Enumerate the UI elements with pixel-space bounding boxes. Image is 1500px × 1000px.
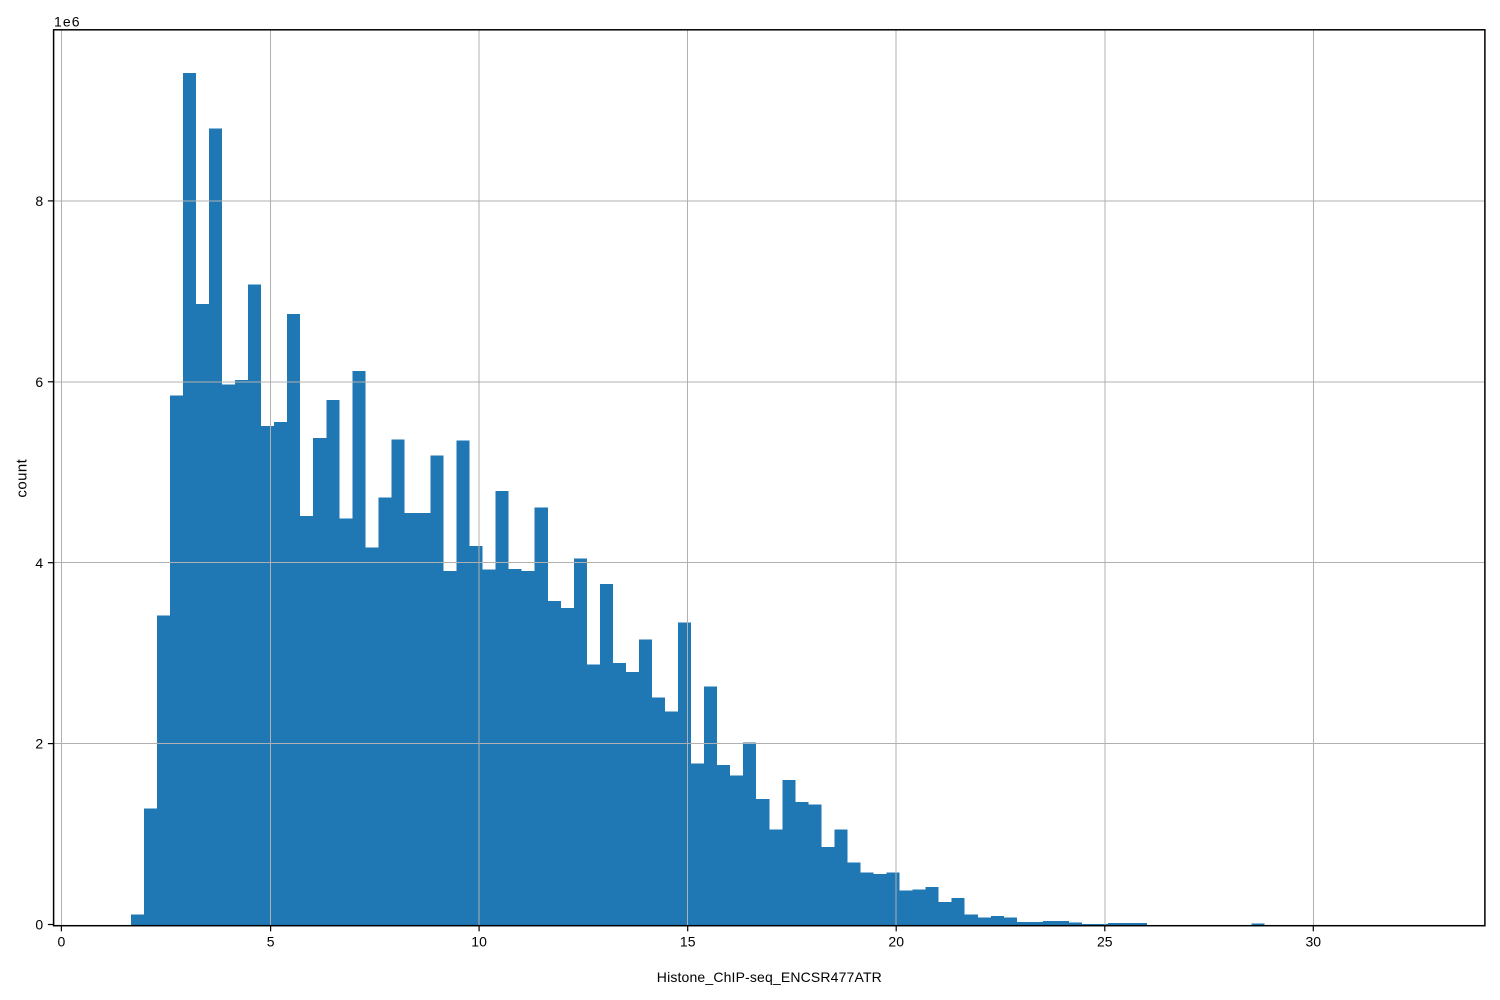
svg-text:count: count [14,458,31,497]
svg-text:5: 5 [267,933,275,949]
svg-text:15: 15 [680,933,696,949]
svg-text:25: 25 [1097,933,1113,949]
svg-text:1e6: 1e6 [54,14,80,30]
svg-text:30: 30 [1306,933,1322,949]
svg-text:8: 8 [35,193,43,209]
svg-text:6: 6 [35,374,43,390]
svg-text:4: 4 [35,555,43,571]
svg-text:10: 10 [471,933,487,949]
svg-text:0: 0 [35,917,43,933]
svg-text:0: 0 [58,933,66,949]
svg-text:Histone_ChIP-seq_ENCSR477ATR: Histone_ChIP-seq_ENCSR477ATR [657,969,882,985]
svg-text:20: 20 [888,933,904,949]
svg-text:2: 2 [35,736,43,752]
